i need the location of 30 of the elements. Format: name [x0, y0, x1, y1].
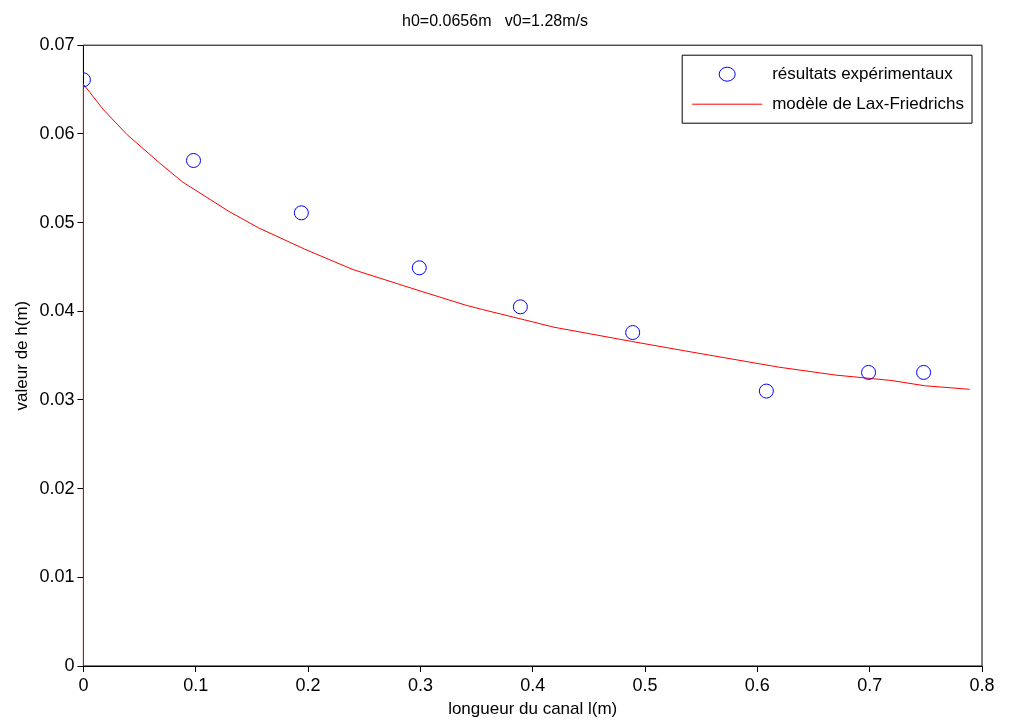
x-tick-label: 0.5: [632, 674, 658, 695]
point: [512, 299, 528, 315]
chart-title: h0=0.0656m v0=1.28m/s: [402, 12, 588, 30]
x-tick-label: 0.4: [520, 674, 546, 695]
x-tick-label: 0.3: [407, 674, 433, 695]
legend-label: modèle de Lax-Friedrichs: [772, 93, 965, 113]
y-tick-label: 0.06: [39, 122, 75, 143]
x-axis-title: longueur du canal l(m): [448, 699, 618, 719]
y-tick-label: 0.01: [39, 566, 75, 587]
x-tick-label: 0.2: [295, 674, 321, 695]
y-tick-label: 0.03: [39, 388, 75, 409]
y-tick-label: 0: [64, 654, 75, 675]
point: [411, 260, 427, 276]
point: [625, 325, 641, 341]
x-tick-label: 0.7: [857, 674, 883, 695]
point: [758, 383, 774, 399]
y-tick-label: 0.07: [39, 34, 75, 55]
point: [293, 205, 309, 221]
y-tick-label: 0.02: [39, 477, 75, 498]
point: [916, 364, 932, 380]
x-tick-label: 0: [78, 674, 89, 695]
y-tick-label: 0.04: [39, 300, 75, 321]
point: [861, 364, 877, 380]
x-tick-label: 0.8: [969, 674, 995, 695]
y-tick-label: 0.05: [39, 211, 75, 232]
legend-label: résultats expérimentaux: [772, 63, 954, 83]
x-tick-label: 0.6: [744, 674, 770, 695]
x-tick-label: 0.1: [183, 674, 209, 695]
y-axis-title: valeur de h(m): [11, 300, 31, 411]
point: [186, 152, 202, 168]
